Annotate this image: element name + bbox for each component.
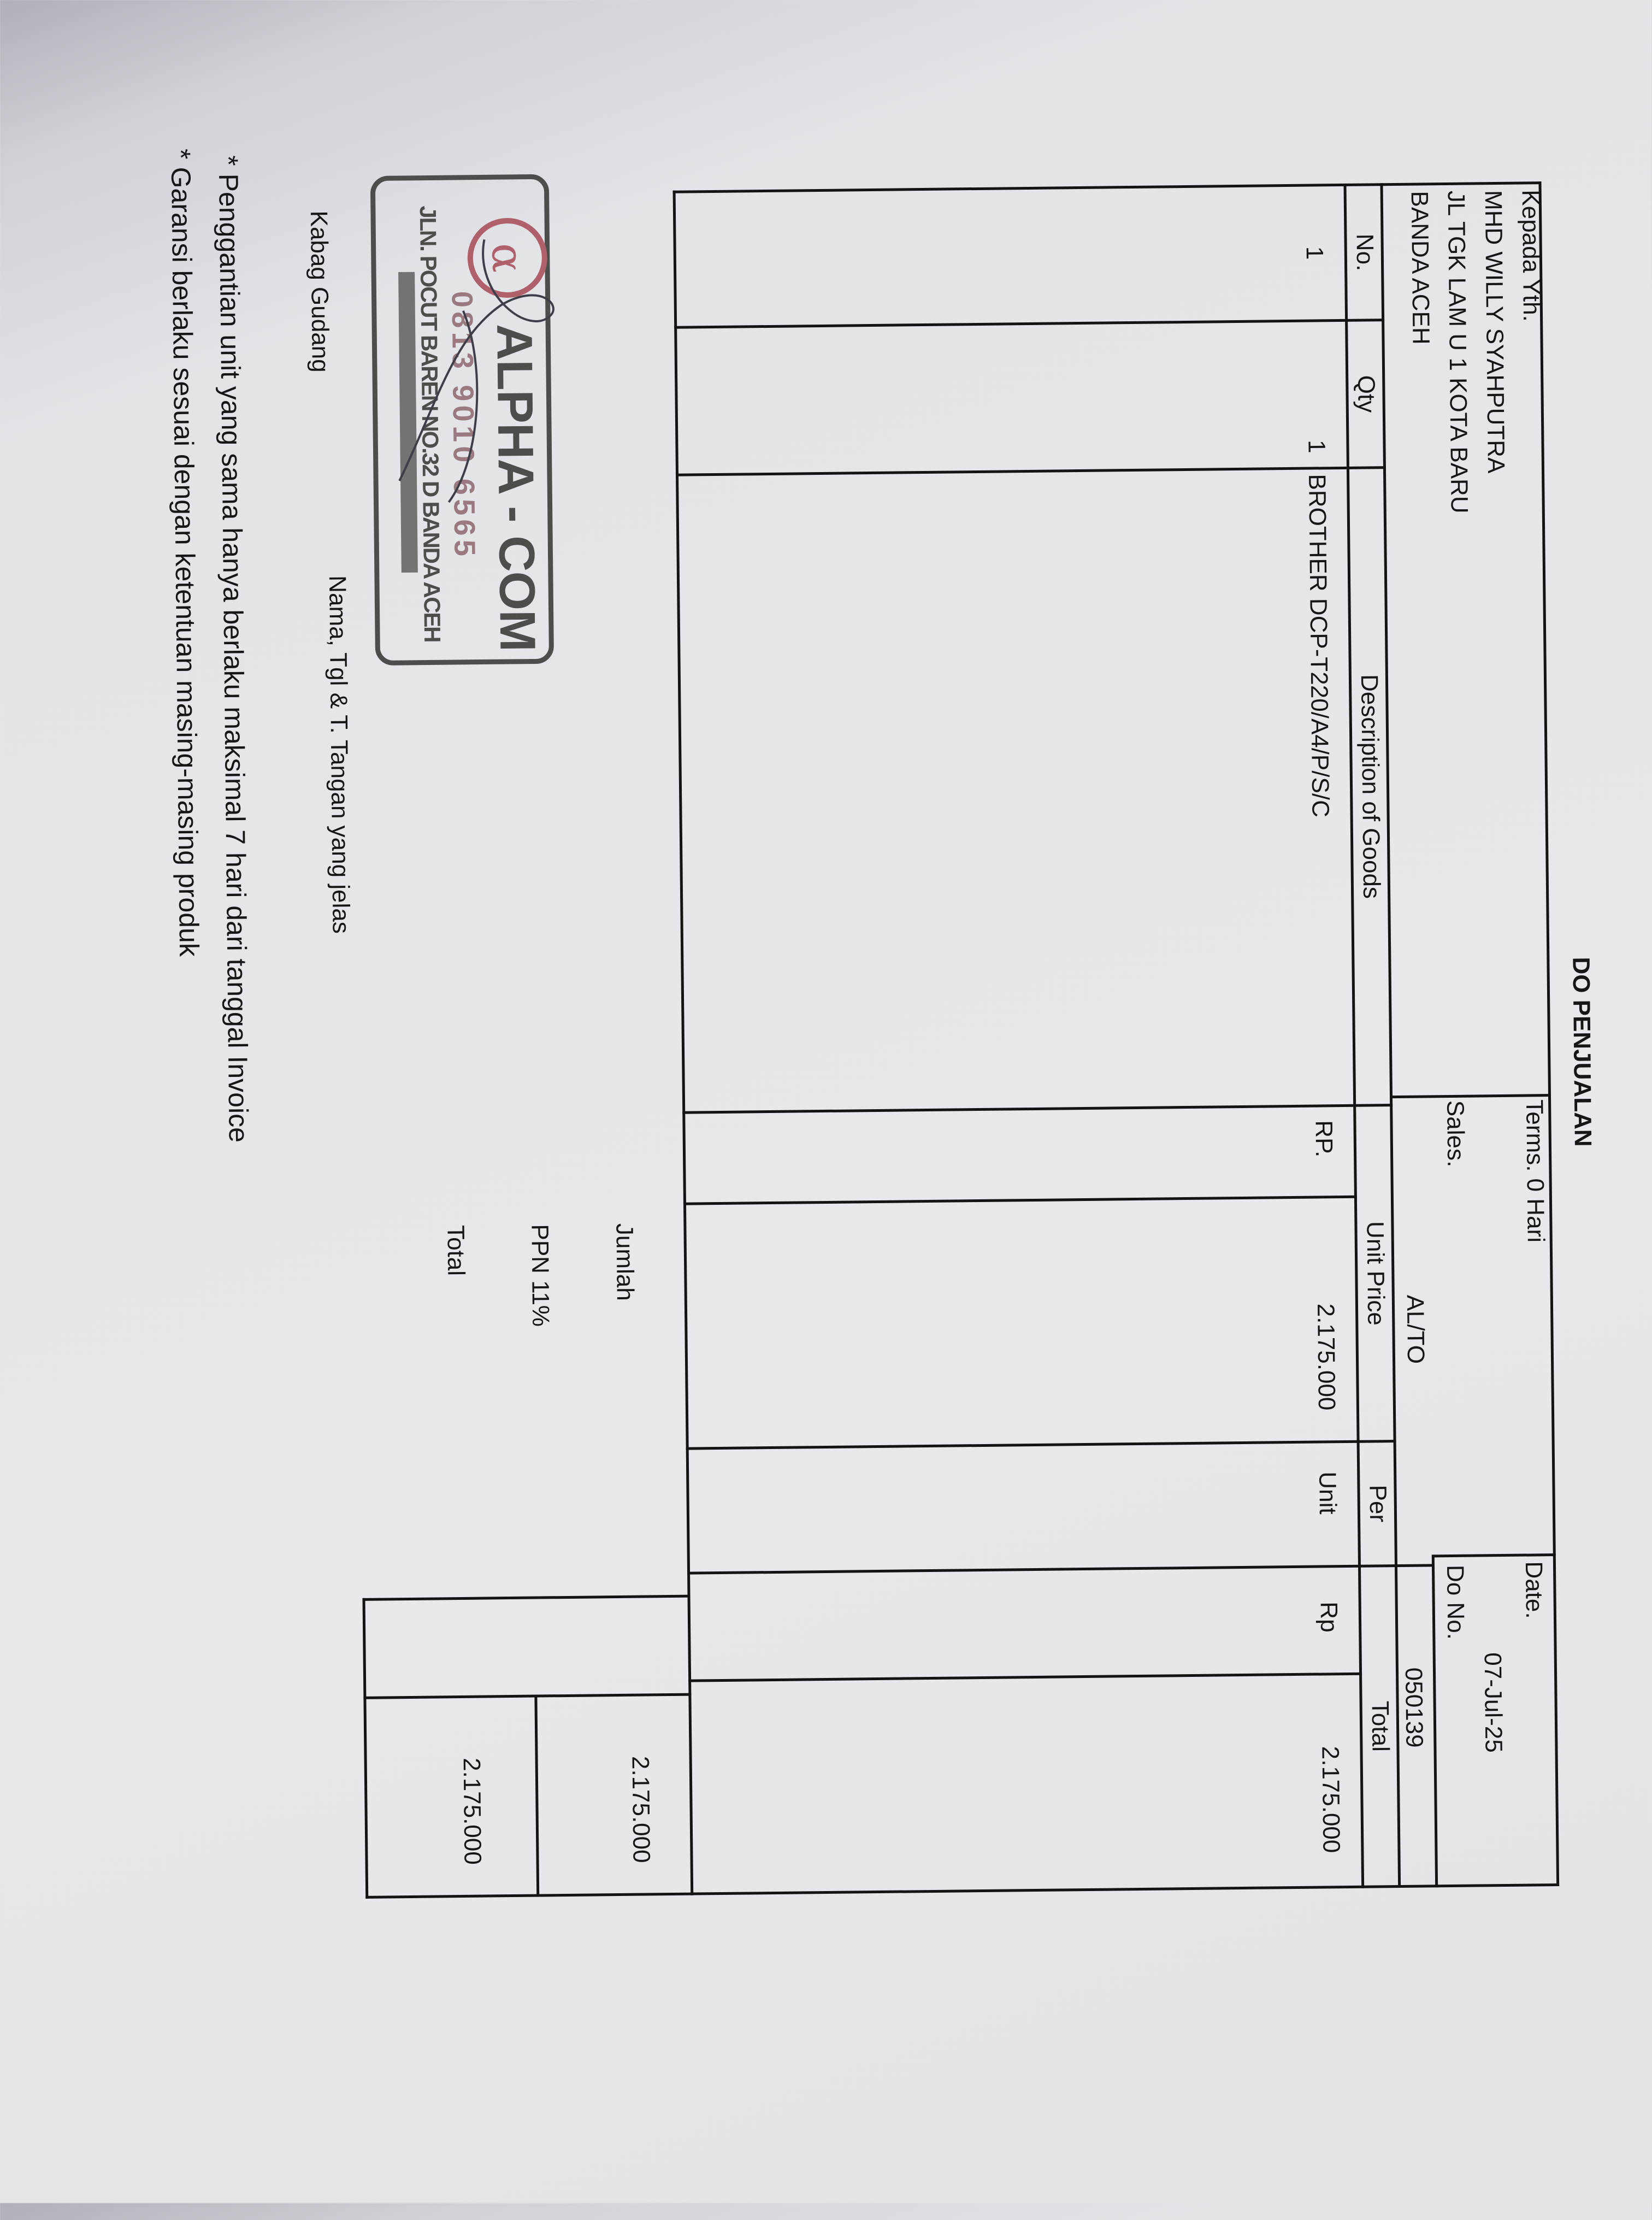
header-top-line [1538, 181, 1560, 1887]
date-label: Date. [1520, 1561, 1548, 1619]
alpha-logo-glyph: α [482, 243, 534, 273]
item-currency: RP. [1310, 1120, 1338, 1158]
column-header-total: Total [1366, 1700, 1394, 1752]
stamp-border [370, 174, 554, 666]
column-line-description [682, 1104, 1393, 1114]
column-line-currency [683, 1195, 1357, 1205]
sales-label: Sales. [1442, 1100, 1470, 1168]
terms-divider-line [1391, 1094, 1551, 1099]
note-warranty: * Garansi berlaku sesuai dengan ketentua… [165, 148, 205, 957]
column-line-unit-price [686, 1440, 1396, 1450]
document-title: DO PENJUALAN [1567, 957, 1596, 1147]
summary-jumlah-value: 2.175.000 [627, 1756, 655, 1863]
column-line-no [674, 319, 1385, 329]
date-box-left-line [1433, 1553, 1556, 1558]
signature-instruction: Nama, Tgl & T. Tangan yang jelas [323, 575, 355, 934]
summary-total-value: 2.175.000 [458, 1757, 486, 1865]
column-header-no: No. [1351, 233, 1379, 272]
item-description: BROTHER DCP-T220/A4/P/S/C [1303, 474, 1334, 818]
stamp-email-smudge [398, 272, 418, 573]
column-line-total-currency [688, 1672, 1362, 1682]
summary-box-right-line [365, 1892, 694, 1899]
sales-value: AL/TO [1401, 1294, 1430, 1364]
stamp-company: ALPHA - COM [486, 323, 545, 652]
recipient-label: Kepada Yth. [1517, 190, 1545, 322]
summary-jumlah-label: Jumlah [611, 1223, 639, 1301]
column-line-per [687, 1564, 1434, 1575]
item-total-currency: Rp [1315, 1601, 1343, 1633]
terms-text: Terms. 0 Hari [1521, 1099, 1549, 1243]
do-no-label: Do No. [1441, 1564, 1470, 1640]
summary-ppn-label: PPN 11% [526, 1224, 554, 1327]
summary-row-divider-line [534, 1694, 540, 1897]
column-header-qty: Qty [1353, 375, 1380, 413]
do-no-box-bottom-line [1431, 1554, 1438, 1888]
item-total: 2.175.000 [1317, 1746, 1345, 1853]
summary-total-label: Total [442, 1224, 470, 1276]
summary-box-divider-line [363, 1693, 692, 1699]
company-stamp: α ALPHA - COM 0813 9010 6565 JLN. POCUT … [370, 174, 554, 666]
column-line-qty [675, 466, 1386, 476]
item-unit-price: 2.175.000 [1312, 1303, 1340, 1411]
item-qty: 1 [1303, 439, 1330, 454]
signature-role: Kabag Gudang [305, 210, 334, 373]
recipient-city: BANDA ACEH [1406, 191, 1435, 345]
do-no-value: 050139 [1400, 1667, 1428, 1748]
stamp-address: JLN. POCUT BAREN NO.32 D BANDA ACEH [415, 205, 445, 643]
column-header-per: Per [1364, 1485, 1392, 1523]
column-header-description: Description of Goods [1355, 674, 1385, 899]
date-value: 07-Jul-25 [1479, 1652, 1507, 1753]
recipient-address: JL TGK LAM U 1 KOTA BARU [1442, 190, 1473, 514]
item-no: 1 [1301, 246, 1328, 260]
recipient-name: MHD WILLY SYAHPUTRA [1479, 190, 1510, 474]
summary-box-bottom-line [362, 1598, 369, 1899]
alpha-logo-icon [467, 217, 547, 298]
table-right-line [691, 1883, 1560, 1895]
note-replacement: * Penggantian unit yang sama hanya berla… [213, 155, 254, 1143]
item-per: Unit [1314, 1471, 1341, 1515]
table-bottom-line [672, 190, 694, 1895]
summary-box-left-line [362, 1594, 691, 1601]
column-header-unit-price: Unit Price [1361, 1221, 1390, 1326]
signature-scribble [398, 239, 554, 503]
